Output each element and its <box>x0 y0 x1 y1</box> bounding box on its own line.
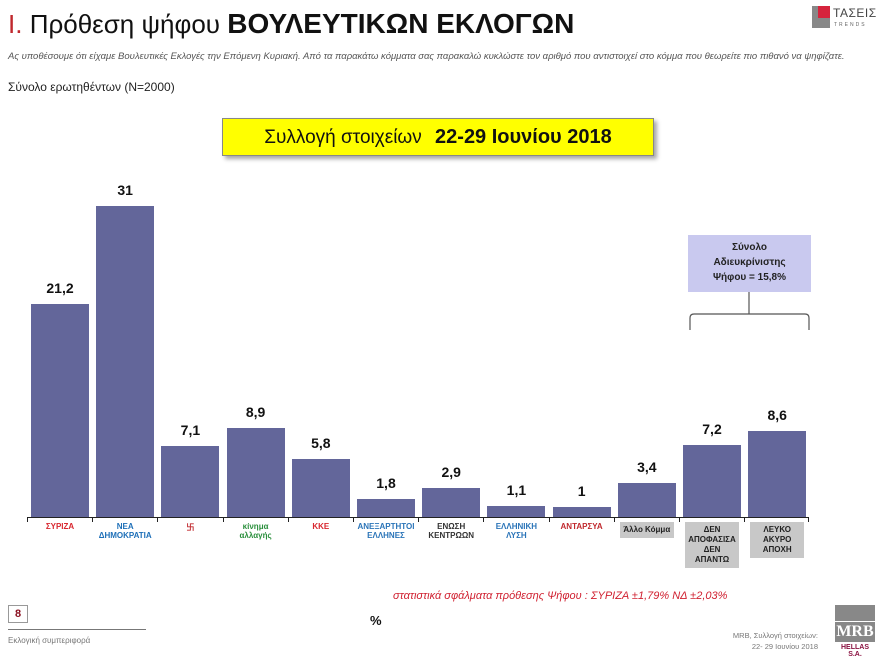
datebox-label: Συλλογή στοιχείων <box>264 127 422 148</box>
bar-5 <box>357 498 415 517</box>
party-logo-icon: ΚΚΕ <box>312 522 330 531</box>
title-text: Πρόθεση ψήφου <box>29 9 221 39</box>
party-logo-icon: ΕΝΩΣΗ ΚΕΝΤΡΩΩΝ <box>428 522 475 540</box>
party-logo-7: ΕΛΛΗΝΙΚΗ ΛΥΣΗ <box>487 522 545 570</box>
axis-tick <box>744 517 746 522</box>
title-roman: I. <box>8 9 23 39</box>
bar-value-label: 31 <box>117 182 133 198</box>
party-logo-9: Άλλο Κόμμα <box>618 522 676 570</box>
bar-value-label: 21,2 <box>46 280 74 297</box>
party-logo-10: ΔΕΝ ΑΠΟΦΑΣΙΣΑ ΔΕΝ ΑΠΑΝΤΩ <box>683 522 741 570</box>
category-label: ΛΕΥΚΟ ΑΚΥΡΟ ΑΠΟΧΗ <box>750 522 805 558</box>
bar-7 <box>487 505 546 517</box>
axis-tick <box>613 517 615 522</box>
category-label: ΔΕΝ ΑΠΟΦΑΣΙΣΑ ΔΕΝ ΑΠΑΝΤΩ <box>685 522 739 568</box>
party-logo-icon: 卐 <box>186 523 195 532</box>
footer-section: Εκλογική συμπεριφορά <box>8 636 91 645</box>
axis-tick <box>157 517 159 522</box>
party-logo-6: ΕΝΩΣΗ ΚΕΝΤΡΩΩΝ <box>422 522 480 570</box>
page-title: I. Πρόθεση ψήφου ΒΟΥΛΕΥΤΙΚΩΝ ΕΚΛΟΓΩΝ <box>8 8 574 40</box>
category-label: Άλλο Κόμμα <box>619 522 674 538</box>
taseis-logo: ΤΑΣΕΙΣ TRENDS <box>812 6 876 34</box>
bar-value-label: 5,8 <box>311 434 331 451</box>
base-size: Σύνολο ερωτηθέντων (N=2000) <box>8 80 175 94</box>
axis-tick <box>418 517 420 522</box>
margin-of-error-note: στατιστικά σφάλματα πρόθεσης Ψήφου : ΣΥΡ… <box>393 590 728 602</box>
axis-tick <box>679 517 680 522</box>
party-logo-2: 卐 <box>161 522 219 570</box>
party-logo-11: ΛΕΥΚΟ ΑΚΥΡΟ ΑΠΟΧΗ <box>748 522 806 570</box>
bar-value-label: 1 <box>577 482 586 499</box>
bar-8 <box>552 506 611 517</box>
party-logo-0: ΣΥΡΙΖΑ <box>31 522 89 570</box>
axis-tick <box>27 517 28 522</box>
axis-tick <box>287 517 289 522</box>
bar-10 <box>683 444 741 517</box>
footer-divider <box>8 629 146 630</box>
party-logo-3: κίνημα αλλαγής <box>227 522 285 570</box>
undecided-total-box: Σύνολο Αδιευκρίνιστης Ψήφου = 15,8% <box>688 235 811 292</box>
bar-4 <box>291 458 350 517</box>
bar-value-label: 8,9 <box>245 403 266 420</box>
party-logo-icon: ΣΥΡΙΖΑ <box>45 522 75 531</box>
axis-tick <box>222 517 224 522</box>
bar-3 <box>226 427 285 517</box>
bar-value-label: 3,4 <box>637 458 657 475</box>
mrb-logo: MRB HELLAS S.A. <box>835 605 875 658</box>
bar-6 <box>422 487 481 517</box>
bar-2 <box>161 445 220 517</box>
bar-11 <box>748 430 807 517</box>
datebox-dates: 22-29 Ιουνίου 2018 <box>435 126 612 148</box>
bar-value-label: 8,6 <box>767 406 787 423</box>
undecided-brace <box>689 292 810 330</box>
bar-0 <box>31 304 89 517</box>
bar-9 <box>617 482 676 517</box>
axis-tick <box>92 517 94 522</box>
bar-value-label: 1,8 <box>376 474 396 491</box>
bar-value-label: 7,1 <box>180 421 201 438</box>
party-logo-icon: ΕΛΛΗΝΙΚΗ ΛΥΣΗ <box>495 522 538 540</box>
axis-tick <box>483 517 485 522</box>
data-collection-box: Συλλογή στοιχείων 22-29 Ιουνίου 2018 <box>222 118 654 156</box>
bar-value-label: 1,1 <box>506 481 527 498</box>
party-logo-8: ΑΝΤΑΡΣΥΑ <box>553 522 611 570</box>
axis-tick <box>808 517 809 522</box>
party-logo-icon: ΑΝΕΞΑΡΤΗΤΟΙ ΕΛΛΗΝΕΣ <box>357 522 415 540</box>
party-logo-4: ΚΚΕ <box>292 522 350 570</box>
footer-source: MRB, Συλλογή στοιχείων: 22- 29 Ιουνίου 2… <box>732 631 818 651</box>
bar-value-label: 2,9 <box>441 463 461 480</box>
party-logo-icon: ΝΕΑ ΔΗΜΟΚΡΑΤΙΑ <box>98 522 152 540</box>
axis-tick <box>353 517 354 522</box>
title-caps: ΒΟΥΛΕΥΤΙΚΩΝ ΕΚΛΟΓΩΝ <box>227 8 575 39</box>
question-text: Ας υποθέσουμε ότι είχαμε Βουλευτικές Εκλ… <box>8 51 845 62</box>
unit-label: % <box>370 613 382 628</box>
x-axis <box>27 517 809 518</box>
party-logo-icon: κίνημα αλλαγής <box>239 522 272 540</box>
bar-value-label: 7,2 <box>702 420 722 437</box>
page-number: 8 <box>8 605 28 623</box>
party-logo-5: ΑΝΕΞΑΡΤΗΤΟΙ ΕΛΛΗΝΕΣ <box>357 522 415 570</box>
party-logo-1: ΝΕΑ ΔΗΜΟΚΡΑΤΙΑ <box>96 522 154 570</box>
party-logo-icon: ΑΝΤΑΡΣΥΑ <box>560 522 603 531</box>
bar-1 <box>96 206 155 517</box>
axis-tick <box>548 517 550 522</box>
